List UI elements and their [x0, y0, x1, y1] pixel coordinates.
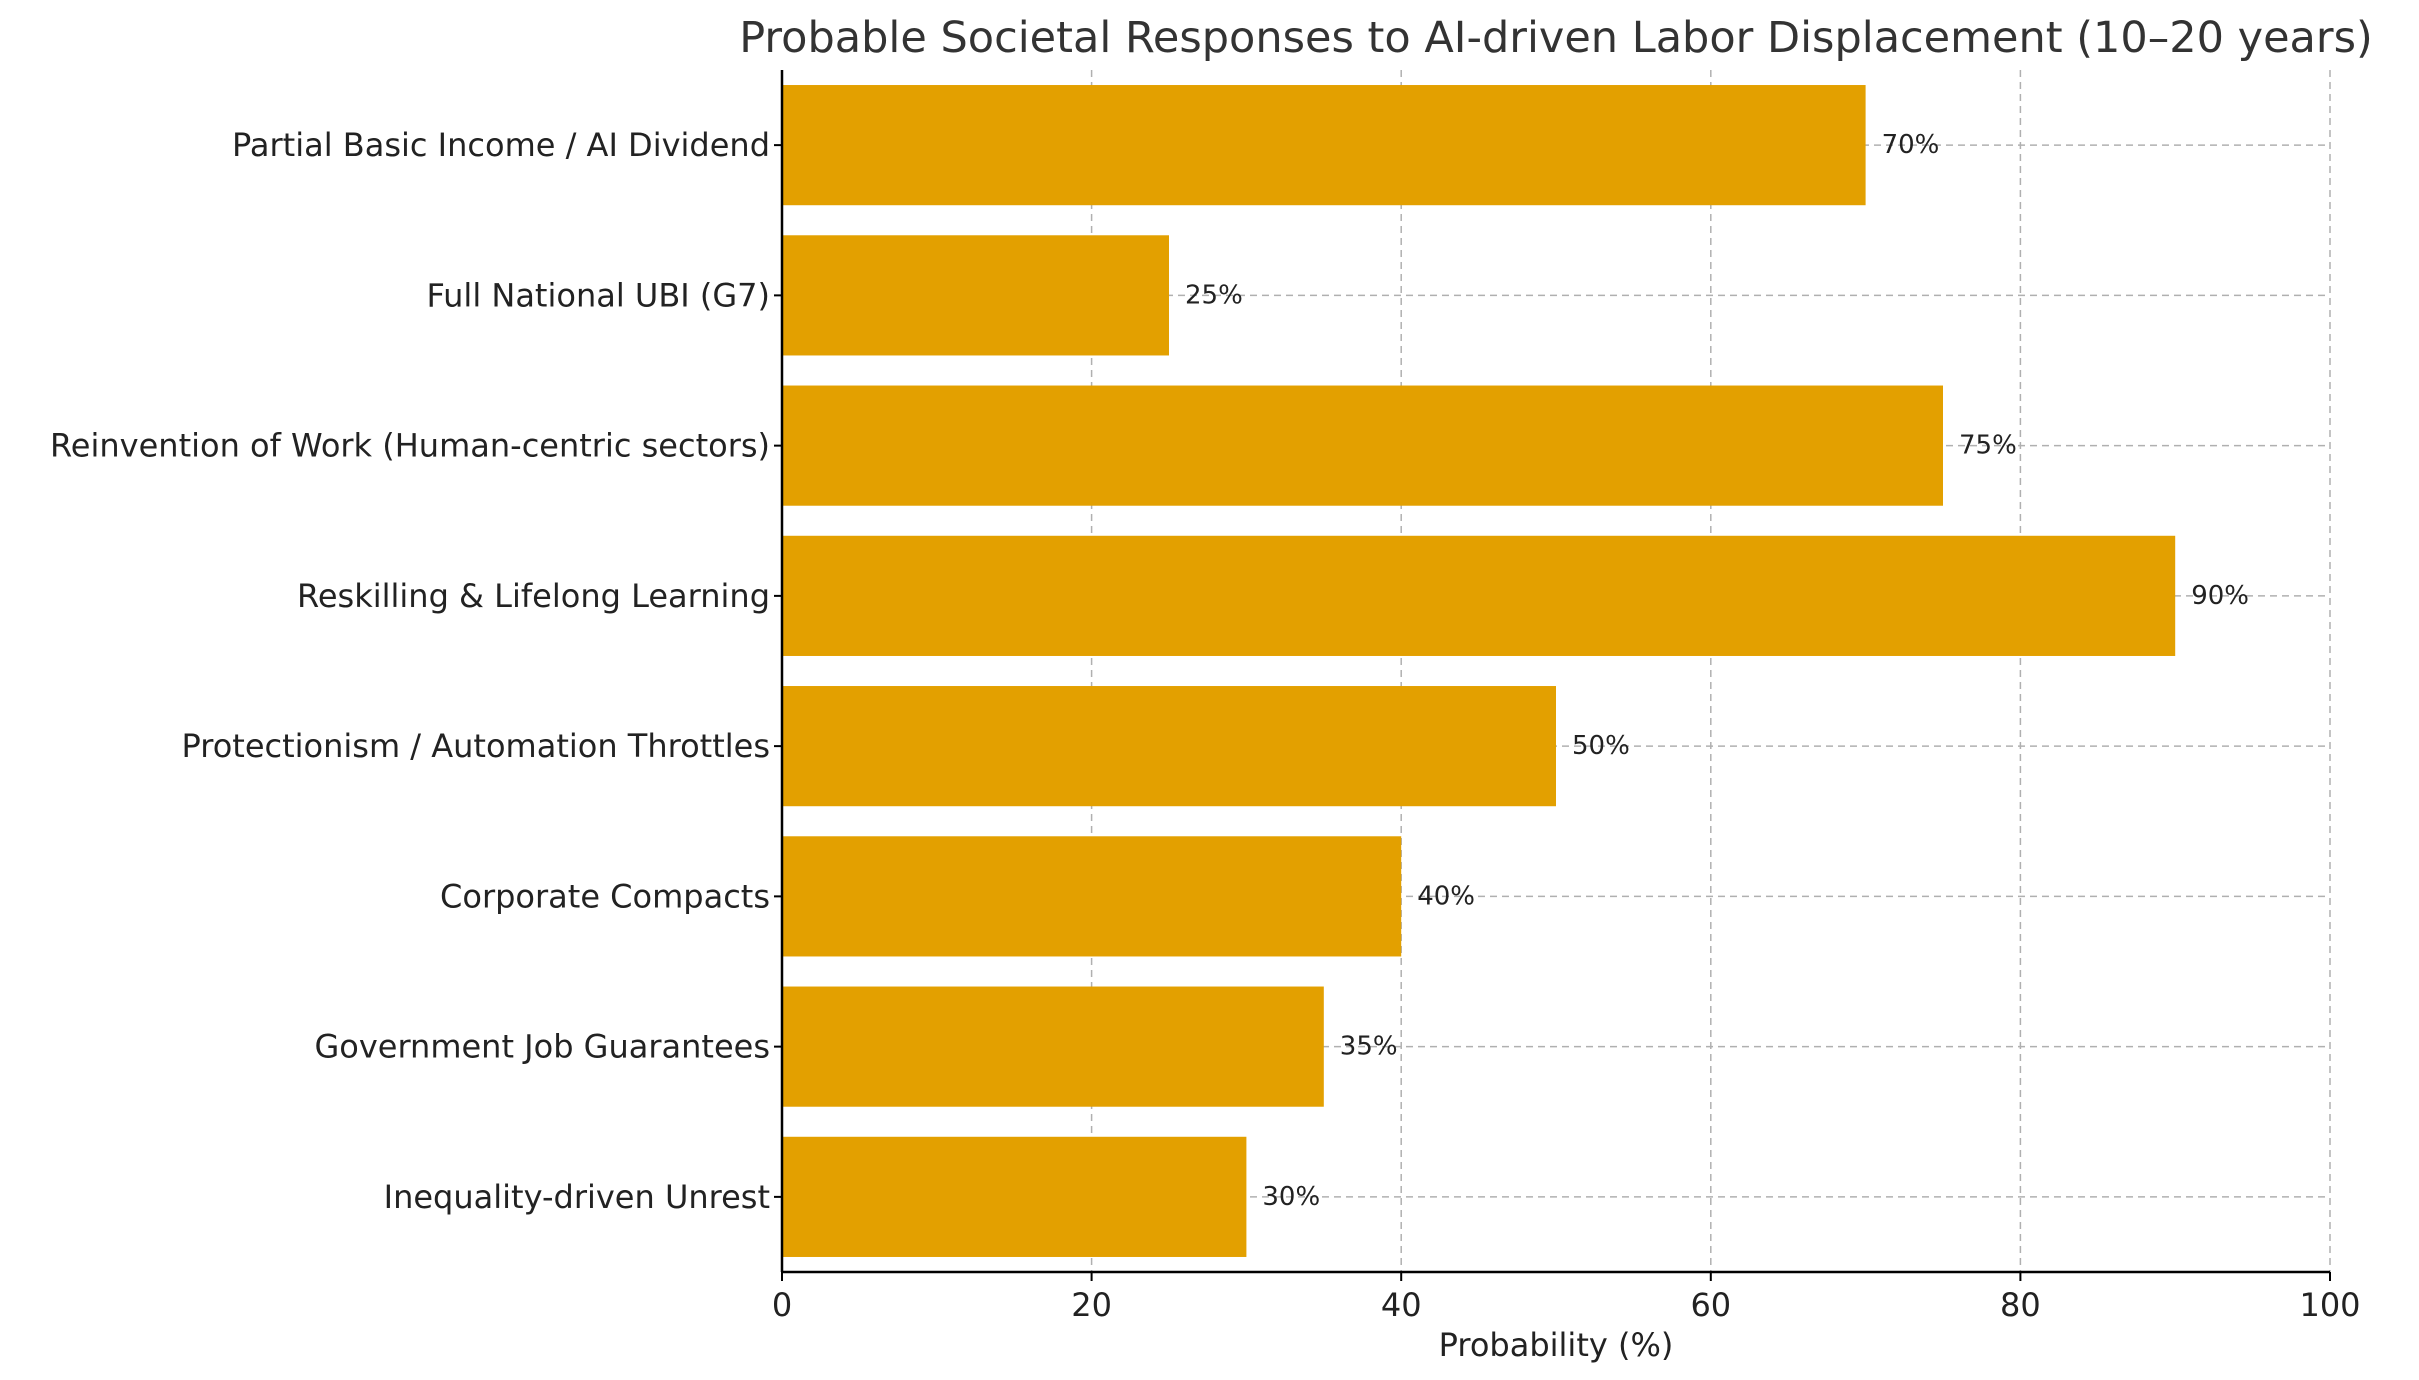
x-tick-label: 100 — [2299, 1286, 2360, 1324]
category-label: Reinvention of Work (Human-centric secto… — [50, 427, 770, 465]
bar — [782, 535, 2176, 656]
x-tick-label: 40 — [1381, 1286, 1422, 1324]
bar — [782, 836, 1402, 957]
category-label: Government Job Guarantees — [314, 1028, 770, 1066]
bar — [782, 986, 1324, 1107]
x-tick-label: 0 — [772, 1286, 792, 1324]
category-label: Partial Basic Income / AI Dividend — [232, 126, 770, 164]
category-label: Reskilling & Lifelong Learning — [297, 577, 770, 615]
labels: Partial Basic Income / AI Dividend 70% Ful… — [50, 126, 2361, 1324]
bar — [782, 235, 1169, 356]
data-label: 35% — [1340, 1032, 1398, 1062]
bars — [782, 85, 2176, 1257]
bar — [782, 385, 1943, 506]
x-axis-title: Probability (%) — [1439, 1326, 1674, 1364]
data-label: 40% — [1417, 881, 1475, 911]
data-label: 75% — [1959, 431, 2017, 461]
data-label: 90% — [2191, 581, 2249, 611]
axes — [774, 70, 2331, 1281]
category-label: Corporate Compacts — [440, 877, 770, 915]
bar — [782, 686, 1556, 807]
bar — [782, 1136, 1247, 1257]
category-label: Protectionism / Automation Throttles — [182, 727, 771, 765]
data-label: 25% — [1185, 280, 1243, 310]
data-label: 50% — [1572, 731, 1630, 761]
category-label: Inequality-driven Unrest — [384, 1178, 770, 1216]
data-label: 30% — [1262, 1182, 1320, 1212]
x-tick-label: 80 — [2000, 1286, 2041, 1324]
chart-title: Probable Societal Responses to AI-driven… — [739, 13, 2373, 63]
x-tick-label: 20 — [1071, 1286, 1112, 1324]
category-label: Full National UBI (G7) — [426, 276, 770, 314]
data-label: 70% — [1882, 130, 1940, 160]
bar — [782, 85, 1866, 206]
x-tick-label: 60 — [1690, 1286, 1731, 1324]
